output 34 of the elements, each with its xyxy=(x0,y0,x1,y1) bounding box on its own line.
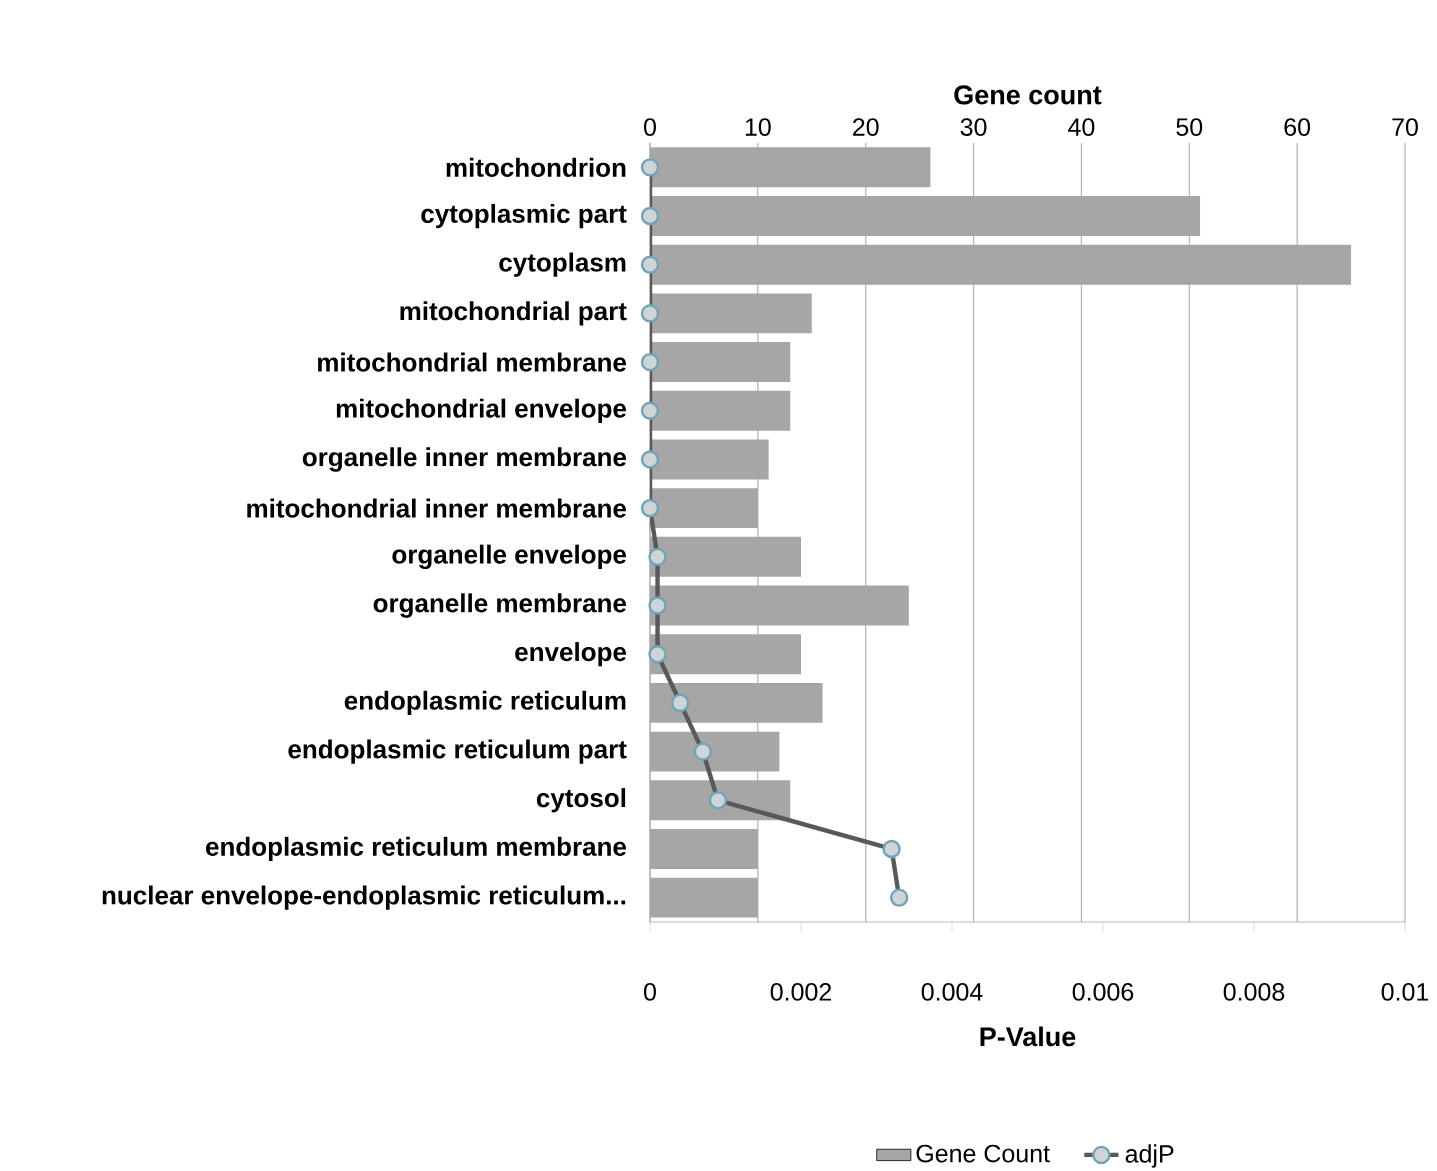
x-tick-label: 0.002 xyxy=(770,983,832,1001)
y-tick-label: cytoplasm xyxy=(499,252,626,277)
y-tick-label: mitochondrial envelope xyxy=(336,398,627,423)
x2-tick-label: 0 xyxy=(644,118,656,136)
x2-tick-label: 30 xyxy=(960,118,987,136)
y-tick-label: endoplasmic reticulum part xyxy=(288,739,627,764)
x2-tick-label: 60 xyxy=(1284,118,1311,136)
x2-tick-label: 40 xyxy=(1068,118,1095,136)
y-tick-label: cytoplasmic part xyxy=(421,203,627,229)
y-tick-label: organelle inner membrane xyxy=(302,447,627,472)
x-tick-label: 0.01 xyxy=(1381,983,1429,1001)
y-tick-label: mitochondrial inner membrane xyxy=(247,498,627,518)
x-tick-label: 0.008 xyxy=(1223,983,1285,1001)
x2-tick-label: 20 xyxy=(853,118,879,136)
legend-label: adjP xyxy=(1125,1144,1174,1168)
y-tick-label: mitochondrial part xyxy=(400,301,627,326)
y-tick-label: organelle membrane xyxy=(373,593,627,618)
y-tick-label: cytosol xyxy=(536,788,626,813)
legend-label: Gene Count xyxy=(916,1144,1050,1163)
y-tick-label: endoplasmic reticulum xyxy=(344,690,626,716)
x-tick-label: 0.006 xyxy=(1072,983,1134,1001)
y-tick-label: nuclear envelope-endoplasmic reticulum... xyxy=(102,885,626,910)
y-tick-label: envelope xyxy=(515,642,627,667)
x2-tick-label: 50 xyxy=(1176,118,1203,136)
x2-axis-title: Gene count xyxy=(954,85,1102,105)
y-tick-label: mitochondrion xyxy=(446,157,626,177)
x2-tick-label: 70 xyxy=(1392,118,1418,136)
y-tick-label: organelle envelope xyxy=(392,544,627,570)
x-tick-label: 0 xyxy=(644,983,656,1001)
x2-tick-label: 10 xyxy=(745,118,771,136)
y-tick-label: mitochondrial membrane xyxy=(318,352,627,372)
x-tick-label: 0.004 xyxy=(921,983,983,1001)
y-tick-label: endoplasmic reticulum membrane xyxy=(206,836,627,862)
x-axis-title: P-Value xyxy=(980,1026,1076,1047)
